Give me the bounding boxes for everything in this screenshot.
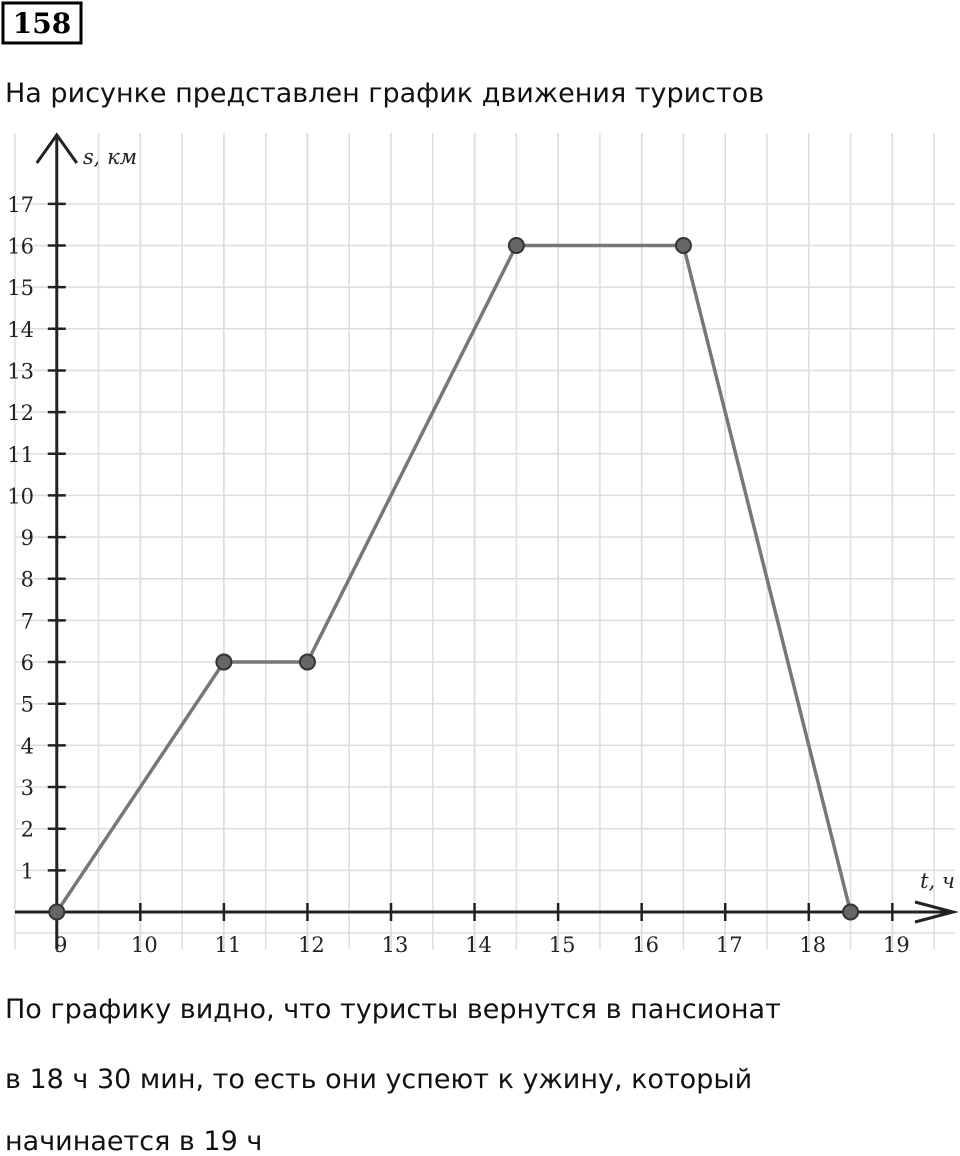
- x-tick-label: 17: [716, 933, 743, 957]
- number-box: [1, 1, 83, 45]
- y-tick-label: 13: [7, 359, 34, 383]
- y-tick-label: 8: [21, 568, 34, 592]
- data-point: [842, 903, 860, 921]
- y-tick-label: 1: [21, 859, 34, 883]
- x-tick-label: 11: [215, 933, 242, 957]
- y-tick-label: 16: [7, 234, 34, 258]
- x-tick-label: 16: [632, 933, 659, 957]
- y-tick-label: 7: [21, 609, 34, 633]
- y-tick-label: 10: [7, 484, 34, 508]
- x-axis-arrow: [914, 900, 959, 924]
- data-point: [48, 903, 66, 921]
- intro-text: На рисунке представлен график движения т…: [5, 78, 764, 109]
- y-tick-label: 15: [7, 276, 34, 300]
- y-tick-label: 9: [21, 526, 34, 550]
- data-point: [215, 653, 233, 671]
- x-tick-label: 10: [131, 933, 158, 957]
- problem-number: 158: [13, 7, 71, 40]
- data-point: [507, 236, 525, 254]
- y-tick-label: 6: [21, 651, 34, 675]
- y-tick-label: 3: [21, 776, 34, 800]
- answer-line: По графику видно, что туристы вернутся в…: [5, 994, 781, 1025]
- x-tick-label: 18: [799, 933, 826, 957]
- answer-line: начинается в 19 ч: [5, 1126, 262, 1156]
- y-axis-arrow: [35, 132, 78, 164]
- data-line: [55, 243, 853, 913]
- answer-line: в 18 ч 30 мин, то есть они успеют к ужин…: [5, 1064, 752, 1095]
- y-tick-label: 4: [21, 734, 34, 758]
- x-tick-label: 13: [382, 933, 409, 957]
- data-point: [298, 653, 316, 671]
- x-axis-label: t, ч: [920, 869, 955, 893]
- y-axis-label: s, км: [83, 145, 137, 169]
- y-tick-label: 2: [21, 818, 34, 842]
- y-tick-label: 12: [7, 401, 34, 425]
- x-tick-label: 12: [298, 933, 325, 957]
- x-tick-label: 15: [549, 933, 576, 957]
- x-tick-label: 19: [883, 933, 910, 957]
- y-tick-label: 17: [7, 193, 34, 217]
- y-tick-label: 14: [7, 318, 34, 342]
- y-tick-label: 11: [7, 443, 34, 467]
- x-tick-label: 14: [465, 933, 492, 957]
- data-point: [674, 236, 692, 254]
- y-tick-label: 5: [21, 693, 34, 717]
